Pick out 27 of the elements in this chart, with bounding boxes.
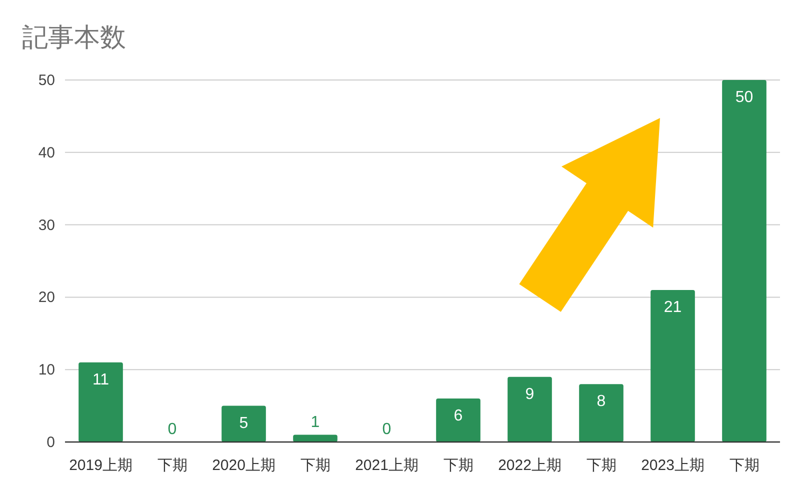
y-tick-label: 40 — [38, 144, 55, 162]
y-tick-label: 30 — [38, 216, 55, 234]
x-tick-label: 下期 — [586, 457, 616, 474]
data-label: 6 — [454, 408, 463, 425]
data-label: 21 — [664, 298, 682, 316]
x-tick-label: 下期 — [729, 457, 760, 474]
y-tick-label: 20 — [38, 289, 55, 306]
title: 記事本数 — [22, 22, 126, 52]
data-label: 0 — [168, 421, 177, 438]
x-tick-label: 下期 — [157, 457, 188, 474]
x-tick-label: 2022上期 — [498, 457, 562, 474]
data-label: 8 — [596, 393, 606, 410]
x-tick-label: 2019上期 — [69, 457, 132, 474]
data-label: 0 — [382, 421, 392, 438]
y-tick-label: 0 — [46, 434, 55, 451]
x-tick-label: 2021上期 — [355, 457, 418, 474]
y-tick-label: 10 — [38, 362, 55, 379]
data-label: 50 — [735, 89, 754, 106]
data-label: 11 — [92, 371, 110, 388]
x-tick-label: 下期 — [443, 457, 474, 474]
x-tick-label: 2023上期 — [641, 457, 704, 474]
y-tick-label: 50 — [38, 72, 55, 89]
data-label: 1 — [310, 414, 320, 431]
x-tick-label: 下期 — [300, 457, 330, 474]
data-label: 9 — [525, 386, 534, 403]
x-tick-label: 2020上期 — [212, 457, 276, 474]
data-label: 5 — [239, 414, 248, 432]
